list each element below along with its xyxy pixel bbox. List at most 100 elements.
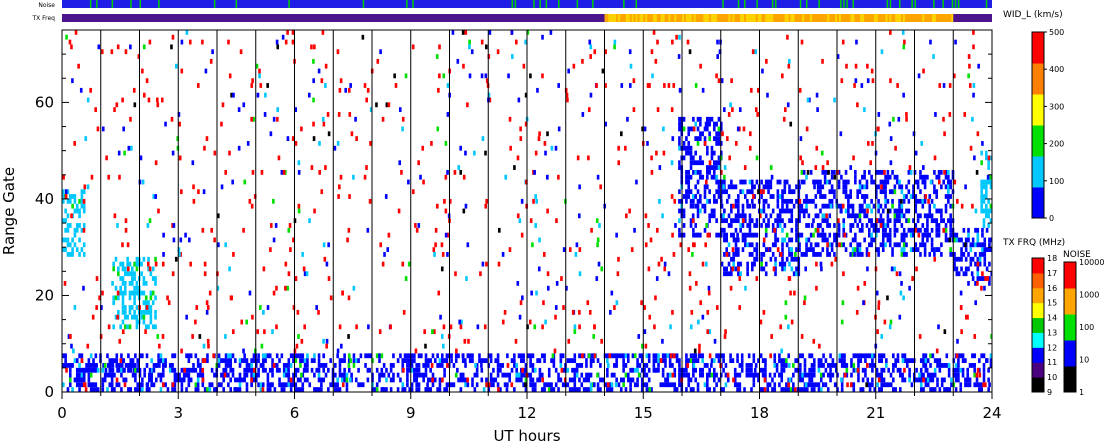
data-cell — [666, 372, 670, 378]
data-cell — [828, 252, 832, 257]
x-tick-label: 24 — [982, 404, 1001, 422]
data-cell — [240, 319, 244, 325]
data-cell — [580, 372, 584, 378]
data-cell — [593, 49, 597, 55]
data-cell — [982, 372, 986, 378]
data-cell — [471, 358, 474, 364]
data-cell — [902, 227, 906, 233]
data-cell — [148, 377, 151, 383]
data-cell — [836, 372, 839, 378]
data-cell — [719, 372, 723, 378]
data-cell — [781, 227, 784, 233]
data-cell — [434, 227, 438, 233]
data-cell — [66, 223, 70, 228]
data-cell — [533, 324, 537, 330]
data-cell — [828, 223, 832, 228]
data-cell — [229, 358, 232, 364]
data-cell — [663, 266, 667, 272]
data-cell — [682, 116, 686, 122]
data-cell — [461, 353, 465, 359]
data-cell — [205, 300, 209, 306]
data-cell — [117, 382, 121, 388]
data-cell — [606, 363, 610, 368]
data-cell — [840, 363, 844, 368]
data-cell — [734, 198, 738, 204]
data-cell — [299, 387, 302, 392]
data-cell — [924, 353, 928, 359]
data-cell — [787, 63, 791, 69]
data-cell — [347, 367, 351, 373]
data-cell — [807, 223, 811, 228]
data-cell — [133, 309, 136, 315]
data-cell — [829, 203, 833, 209]
data-cell — [272, 290, 276, 296]
data-cell — [725, 189, 728, 195]
data-cell — [86, 184, 90, 190]
data-cell — [661, 338, 664, 344]
data-cell — [788, 377, 792, 383]
data-cell — [496, 367, 500, 373]
data-cell — [187, 353, 191, 359]
x-tick-label: 9 — [406, 404, 416, 422]
data-cell — [492, 367, 495, 373]
data-cell — [622, 382, 625, 388]
data-cell — [854, 78, 858, 84]
data-cell — [678, 34, 681, 40]
data-cell — [182, 372, 186, 378]
data-cell — [644, 343, 648, 349]
data-cell — [895, 227, 899, 233]
data-cell — [478, 353, 481, 359]
data-cell — [118, 338, 122, 344]
data-cell — [515, 367, 518, 373]
data-cell — [189, 377, 193, 383]
data-cell — [236, 387, 239, 392]
data-cell — [149, 290, 153, 296]
data-cell — [97, 44, 101, 50]
data-cell — [821, 382, 825, 388]
data-cell — [856, 223, 859, 228]
data-cell — [720, 227, 724, 233]
data-cell — [907, 208, 911, 214]
data-cell — [723, 334, 727, 339]
data-cell — [424, 387, 428, 392]
data-cell — [802, 252, 806, 257]
data-cell — [144, 329, 147, 335]
data-cell — [624, 145, 627, 151]
data-cell — [310, 358, 314, 364]
data-cell — [953, 237, 956, 243]
data-cell — [317, 68, 321, 74]
data-cell — [837, 232, 841, 238]
data-cell — [613, 363, 616, 368]
data-cell — [701, 358, 704, 364]
data-cell — [813, 184, 816, 190]
data-cell — [883, 169, 886, 175]
data-cell — [196, 372, 200, 378]
data-cell — [381, 387, 384, 392]
data-cell — [677, 54, 681, 59]
data-cell — [276, 107, 280, 113]
data-cell — [88, 367, 91, 373]
data-cell — [171, 363, 174, 368]
data-cell — [68, 363, 72, 368]
data-cell — [426, 382, 429, 388]
data-cell — [185, 353, 188, 359]
data-cell — [731, 358, 735, 364]
data-cell — [923, 232, 927, 238]
data-cell — [648, 387, 652, 392]
data-cell — [601, 68, 605, 74]
data-cell — [988, 247, 991, 252]
data-cell — [71, 194, 74, 199]
data-cell — [296, 367, 300, 373]
data-cell — [610, 372, 614, 378]
data-cell — [889, 382, 893, 388]
data-cell — [238, 363, 242, 368]
data-cell — [933, 256, 937, 262]
data-cell — [982, 218, 986, 224]
noise-colorbar-swatch — [1064, 314, 1076, 341]
data-cell — [510, 367, 514, 373]
data-cell — [715, 174, 718, 180]
data-cell — [891, 252, 894, 257]
data-cell — [812, 363, 816, 368]
data-cell — [450, 353, 453, 359]
